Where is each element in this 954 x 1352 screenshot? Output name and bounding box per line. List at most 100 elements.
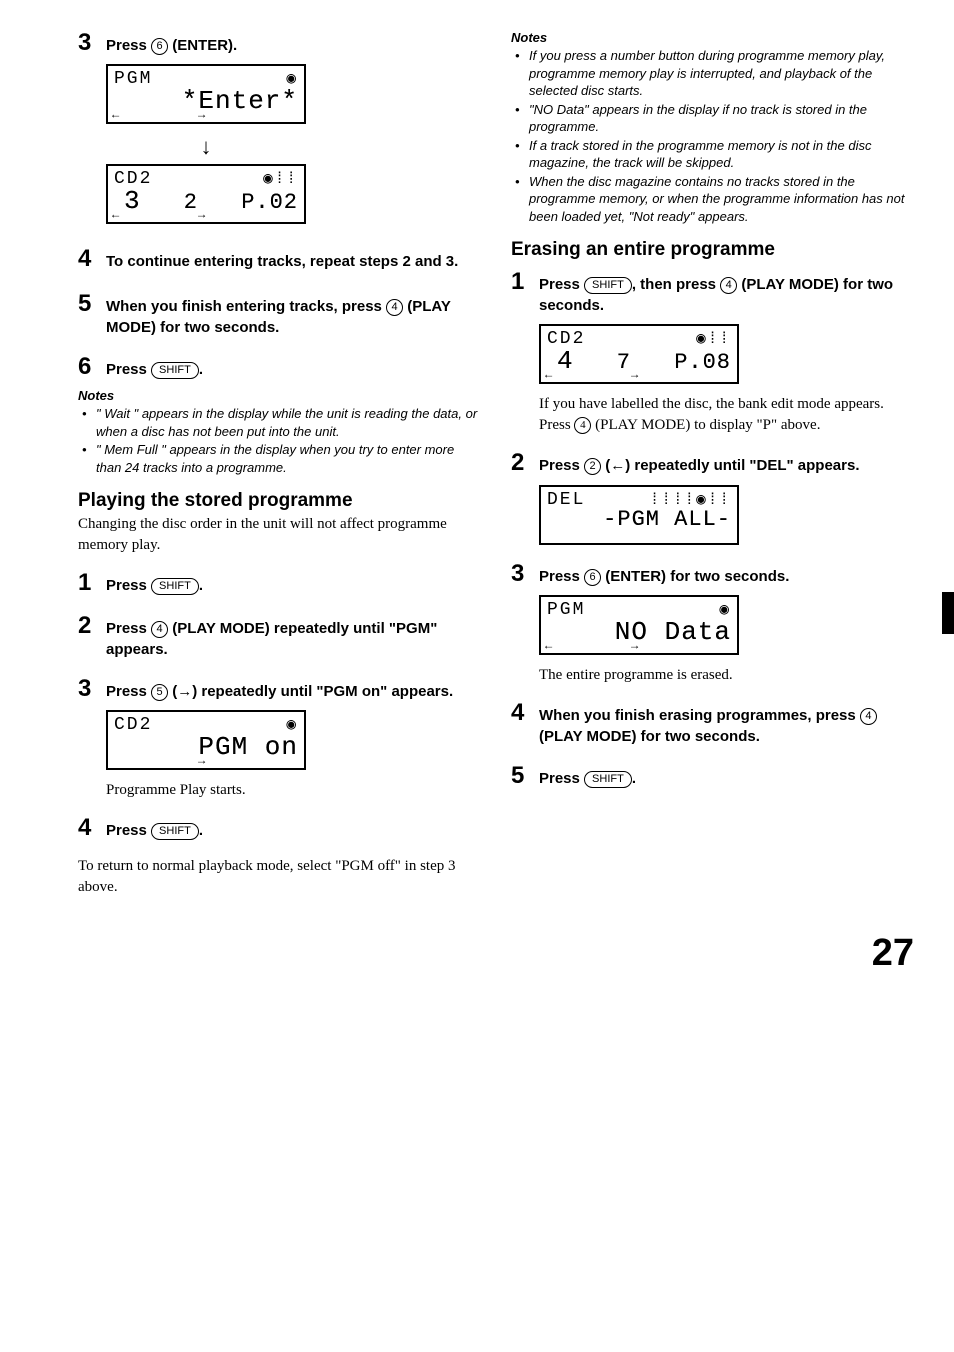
disc-icon: ◉⁞⁞	[263, 171, 298, 187]
step-text: Press 2 (←) repeatedly until "DEL" appea…	[539, 450, 860, 476]
button-ref-4: 4	[574, 417, 591, 434]
erase-step-4: 4 When you finish erasing programmes, pr…	[511, 700, 914, 747]
note-item: If a track stored in the programme memor…	[521, 137, 914, 172]
step-text: When you finish erasing programmes, pres…	[539, 700, 914, 747]
erase-step-1: 1 Press SHIFT, then press 4 (PLAY MODE) …	[511, 269, 914, 316]
step-number: 2	[78, 613, 96, 639]
lcd-display-no-data: PGM ◉ NO Data ← →	[539, 595, 739, 655]
body-text: Changing the disc order in the unit will…	[78, 514, 481, 556]
lcd-display-pgm-enter: PGM◉ *Enter* ← →	[106, 64, 306, 124]
shift-button-ref: SHIFT	[584, 277, 632, 294]
text: (PLAY MODE) for two seconds.	[539, 728, 760, 745]
button-ref-6: 6	[151, 38, 168, 55]
arrow-left-icon: ←	[112, 208, 119, 222]
step-number: 5	[78, 291, 96, 317]
note-item: " Wait " appears in the display while th…	[88, 405, 481, 440]
button-ref-6: 6	[584, 569, 601, 586]
step-text: When you finish entering tracks, press 4…	[106, 291, 481, 338]
lcd-text: -PGM ALL-	[547, 509, 731, 531]
page-number: 27	[0, 932, 954, 995]
section-heading: Erasing an entire programme	[511, 239, 914, 261]
left-column: 3 Press 6 (ENTER). PGM ◉ *Enter* ← → ↓ CD…	[78, 30, 481, 912]
arrow-right-icon: →	[631, 368, 638, 382]
lcd-text: PGM on	[114, 734, 298, 760]
text: .	[199, 577, 203, 594]
notes-list: " Wait " appears in the display while th…	[78, 405, 481, 476]
notes-heading: Notes	[511, 30, 914, 45]
lcd-text: NO Data	[547, 619, 731, 645]
edge-tab	[942, 592, 954, 634]
lcd-display-del-pgm-all: DEL⁞⁞⁞⁞◉⁞⁞ -PGM ALL-	[539, 485, 739, 545]
body-text: To return to normal playback mode, selec…	[78, 856, 481, 898]
lcd-num: 2	[184, 192, 198, 214]
erase-step-5: 5 Press SHIFT.	[511, 763, 914, 789]
lcd-display-pgm-on: CD2◉ PGM on →	[106, 710, 306, 770]
shift-button-ref: SHIFT	[151, 362, 199, 379]
down-arrow-icon: ↓	[106, 134, 306, 160]
button-ref-4: 4	[720, 277, 737, 294]
body-text: Programme Play starts.	[106, 780, 481, 801]
play-step-3: 3 Press 5 (→) repeatedly until "PGM on" …	[78, 676, 481, 702]
lcd-label: PGM	[114, 70, 152, 88]
step-4: 4 To continue entering tracks, repeat st…	[78, 246, 481, 272]
step-number: 1	[78, 570, 96, 596]
right-column: Notes If you press a number button durin…	[511, 30, 914, 912]
text: .	[632, 770, 636, 787]
text: Press	[106, 577, 151, 594]
step-number: 2	[511, 450, 529, 476]
note-item: If you press a number button during prog…	[521, 47, 914, 100]
text: .	[199, 822, 203, 839]
text: Press	[539, 770, 584, 787]
note-item: " Mem Full " appears in the display when…	[88, 441, 481, 476]
disc-icon: ◉	[719, 602, 731, 618]
page-content: 3 Press 6 (ENTER). PGM ◉ *Enter* ← → ↓ CD…	[0, 0, 954, 932]
text: Press	[106, 361, 151, 378]
text: When you finish erasing programmes, pres…	[539, 707, 860, 724]
step-text: Press SHIFT.	[106, 354, 203, 380]
disc-icon: ◉	[286, 71, 298, 87]
step-number: 3	[511, 561, 529, 587]
notes-heading: Notes	[78, 388, 481, 403]
play-step-1: 1 Press SHIFT.	[78, 570, 481, 596]
step-6: 6 Press SHIFT.	[78, 354, 481, 380]
arrow-left-icon: ←	[545, 639, 552, 653]
notes-list: If you press a number button during prog…	[511, 47, 914, 225]
text: (PLAY MODE) to display "P" above.	[591, 417, 820, 433]
step-number: 3	[78, 30, 96, 56]
text: (←) repeatedly until "DEL" appears.	[601, 457, 859, 474]
step-5: 5 When you finish entering tracks, press…	[78, 291, 481, 338]
erase-step-2: 2 Press 2 (←) repeatedly until "DEL" app…	[511, 450, 914, 476]
step-number: 4	[511, 700, 529, 726]
arrow-right-icon: →	[198, 754, 205, 768]
step-number: 4	[78, 246, 96, 272]
text: Press	[539, 276, 584, 293]
text: Press	[539, 457, 584, 474]
text: Press	[106, 683, 151, 700]
text: (ENTER).	[168, 37, 237, 54]
text: .	[199, 361, 203, 378]
note-item: When the disc magazine contains no track…	[521, 173, 914, 226]
shift-button-ref: SHIFT	[584, 771, 632, 788]
lcd-num: P.02	[241, 192, 298, 214]
arrow-left-icon: ←	[545, 368, 552, 382]
step-3: 3 Press 6 (ENTER).	[78, 30, 481, 56]
shift-button-ref: SHIFT	[151, 823, 199, 840]
disc-icon: ◉	[286, 717, 298, 733]
text: (ENTER) for two seconds.	[601, 568, 789, 585]
play-step-2: 2 Press 4 (PLAY MODE) repeatedly until "…	[78, 613, 481, 660]
step-text: Press SHIFT.	[539, 763, 636, 789]
body-text: The entire programme is erased.	[539, 665, 914, 686]
button-ref-4: 4	[386, 299, 403, 316]
step-number: 6	[78, 354, 96, 380]
step-text: Press 6 (ENTER).	[106, 30, 237, 56]
play-step-4: 4 Press SHIFT.	[78, 815, 481, 841]
lcd-display-cd2-p08: CD2◉⁞⁞ 4 7 P.08 ← →	[539, 324, 739, 384]
arrow-left-icon: ←	[112, 108, 119, 122]
step-text: Press 5 (→) repeatedly until "PGM on" ap…	[106, 676, 453, 702]
arrow-right-icon: →	[631, 639, 638, 653]
lcd-display-cd2-track: CD2◉⁞⁞ 3 2 P.02 ← →	[106, 164, 306, 224]
step-text: Press 6 (ENTER) for two seconds.	[539, 561, 789, 587]
lcd-text: *Enter*	[114, 88, 298, 114]
lcd-label: PGM	[547, 601, 585, 619]
step-number: 3	[78, 676, 96, 702]
